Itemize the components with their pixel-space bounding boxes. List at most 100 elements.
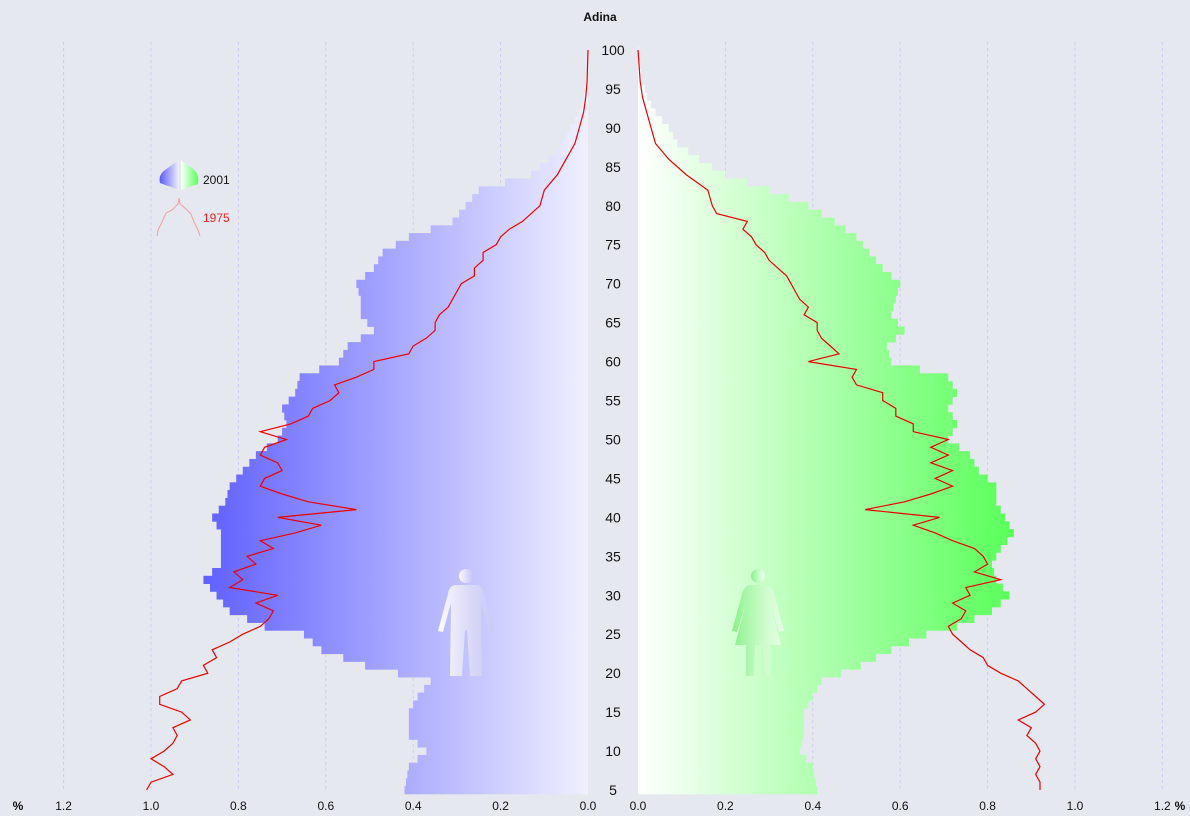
bar-male-2001 (347, 342, 588, 351)
bar-male-2001 (203, 575, 588, 584)
bar-male-2001 (209, 583, 588, 592)
line-female-1975 (637, 49, 1046, 790)
x-tick-left: 0.8 (230, 799, 247, 813)
bar-male-2001 (223, 599, 589, 608)
bar-male-2001 (360, 310, 588, 320)
bar-female-2001 (638, 716, 805, 725)
bar-male-2001 (212, 513, 588, 522)
age-tick: 35 (605, 548, 621, 564)
bar-male-2001 (531, 170, 588, 179)
bar-female-2001 (638, 357, 892, 366)
bar-male-2001 (408, 731, 588, 740)
bar-female-2001 (638, 552, 997, 561)
x-tick-left: 0.0 (580, 799, 597, 813)
bar-female-2001 (638, 513, 1006, 522)
age-tick: 55 (605, 393, 621, 409)
male-bars-2001 (203, 46, 589, 795)
bar-male-2001 (408, 233, 588, 242)
x-tick-left: 1.2 (55, 799, 72, 813)
bar-male-2001 (303, 630, 588, 639)
bar-male-2001 (424, 684, 588, 694)
age-tick: 25 (605, 626, 621, 642)
bar-female-2001 (638, 451, 971, 460)
bar-female-2001 (638, 217, 835, 226)
age-tick: 60 (605, 354, 621, 370)
age-tick: 20 (605, 665, 621, 681)
bar-female-2001 (638, 303, 894, 312)
bar-male-2001 (343, 349, 588, 359)
bar-male-2001 (220, 536, 589, 546)
bar-female-2001 (638, 116, 663, 125)
bar-male-2001 (266, 443, 588, 452)
age-tick: 90 (605, 120, 621, 136)
bar-female-2001 (638, 248, 870, 257)
bar-female-2001 (638, 677, 822, 686)
bar-male-2001 (319, 365, 588, 374)
bar-female-2001 (638, 435, 949, 444)
age-tick: 95 (605, 81, 621, 97)
age-tick: 65 (605, 315, 621, 331)
bar-female-2001 (638, 482, 997, 491)
bar-male-2001 (504, 178, 588, 187)
bar-male-2001 (264, 622, 588, 631)
bar-male-2001 (555, 147, 588, 156)
age-tick: 5 (609, 782, 617, 798)
bar-female-2001 (638, 630, 927, 639)
bar-female-2001 (638, 326, 905, 335)
bar-male-2001 (297, 381, 588, 390)
bar-male-2001 (478, 186, 588, 195)
bar-female-2001 (638, 669, 842, 678)
bar-male-2001 (408, 723, 588, 732)
bar-female-2001 (638, 412, 953, 421)
bar-male-2001 (249, 458, 588, 468)
bar-male-2001 (358, 287, 588, 296)
bar-female-2001 (638, 272, 892, 281)
bar-female-2001 (638, 170, 726, 179)
bar-male-2001 (242, 466, 588, 475)
bar-male-2001 (360, 303, 588, 312)
legend-2001-label: 2001 (203, 173, 230, 187)
bar-female-2001 (638, 536, 1008, 546)
bar-male-2001 (225, 497, 589, 507)
bar-male-2001 (408, 762, 588, 771)
bar-male-2001 (295, 388, 588, 398)
x-tick-right: 0.6 (892, 799, 909, 813)
bar-female-2001 (638, 568, 995, 577)
bar-male-2001 (236, 474, 588, 483)
bar-male-2001 (459, 209, 588, 218)
bar-male-2001 (216, 591, 589, 600)
bar-female-2001 (638, 279, 901, 288)
bar-female-2001 (638, 770, 815, 779)
bar-female-2001 (638, 591, 1010, 600)
bar-female-2001 (638, 599, 1001, 608)
bar-male-2001 (343, 653, 588, 662)
bar-female-2001 (638, 786, 818, 795)
line-male-1975 (146, 49, 589, 791)
x-tick-left: 0.2 (492, 799, 509, 813)
bar-male-2001 (288, 396, 588, 405)
age-tick: 85 (605, 159, 621, 175)
bar-male-2001 (220, 552, 589, 561)
age-tick: 10 (605, 743, 621, 759)
bar-female-2001 (638, 162, 713, 172)
bar-female-2001 (638, 287, 899, 296)
bar-female-2001 (638, 310, 892, 320)
bar-female-2001 (638, 466, 979, 475)
bar-female-2001 (638, 692, 813, 701)
bar-female-2001 (638, 201, 809, 211)
female-figure-icon (732, 569, 784, 676)
bar-male-2001 (417, 739, 588, 748)
bar-female-2001 (638, 295, 896, 304)
bar-female-2001 (638, 583, 1003, 592)
x-tick-right: 0.2 (717, 799, 734, 813)
bar-female-2001 (638, 544, 1001, 553)
bar-male-2001 (465, 201, 588, 211)
bar-male-2001 (548, 155, 588, 164)
bar-female-2001 (638, 731, 805, 740)
bar-female-2001 (638, 381, 953, 390)
bar-female-2001 (638, 147, 689, 156)
legend-2001-swatch (159, 160, 199, 190)
bar-female-2001 (638, 505, 1001, 514)
bar-female-2001 (638, 240, 864, 250)
bar-female-2001 (638, 427, 953, 436)
